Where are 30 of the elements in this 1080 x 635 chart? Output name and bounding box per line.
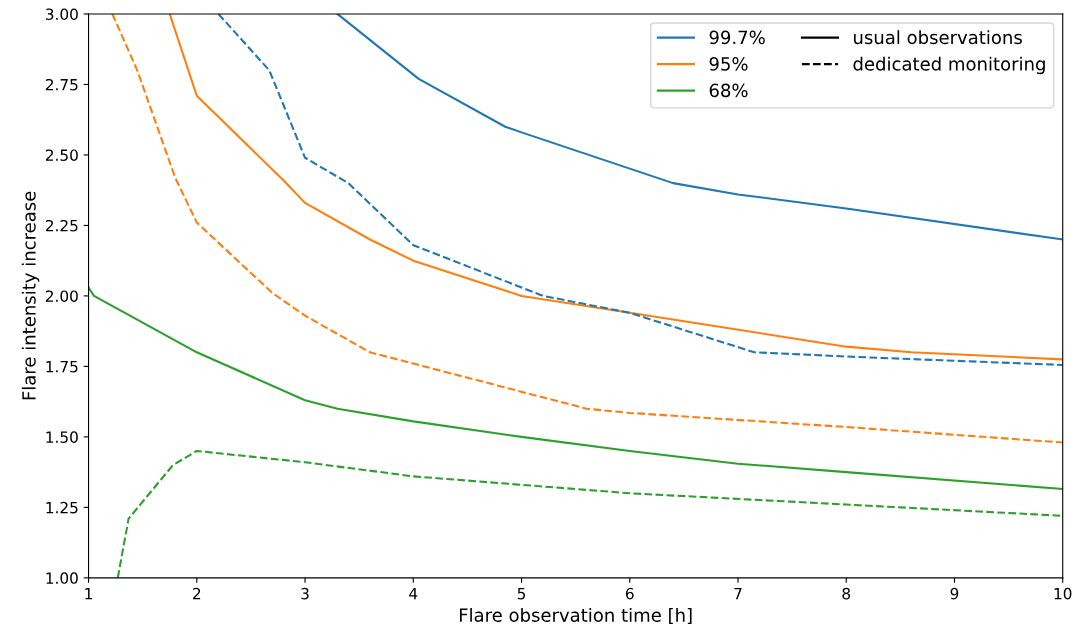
line-series [88, 286, 1063, 491]
x-tick-label: 2 [193, 587, 201, 600]
x-tick-label: 5 [517, 588, 526, 600]
legend-label: 95% [709, 57, 748, 71]
y-tick-label: 2.25 [45, 219, 78, 232]
y-tick-label: 2.50 [45, 149, 78, 161]
y-tick-label: 2.00 [45, 290, 78, 302]
y-tick-label: 1.50 [46, 431, 78, 443]
line-series [336, 13, 1063, 241]
x-tick-label: 10 [1054, 587, 1072, 600]
y-tick-label: 3.00 [45, 8, 78, 20]
x-axis-title: Flare observation time [h] [459, 607, 692, 625]
y-tick-label: 1.25 [46, 501, 78, 514]
legend-label: 99.7% [709, 30, 765, 45]
y-tick-label: 1.00 [46, 572, 78, 584]
line-series [116, 449, 1063, 578]
x-tick-label: 9 [950, 587, 959, 600]
annotation: usual observations [854, 30, 1022, 45]
annotation: dedicated monitoring [853, 56, 1045, 75]
x-tick-label: 7 [734, 588, 742, 600]
y-axis-title: Flare intensity increase [21, 191, 40, 400]
y-tick-label: 2.75 [45, 78, 78, 91]
x-tick-label: 6 [625, 587, 634, 600]
x-tick-label: 1 [85, 588, 93, 600]
y-tick-label: 1.75 [46, 361, 78, 373]
x-tick-label: 8 [842, 587, 851, 600]
legend-label: 68% [709, 83, 748, 98]
x-tick-label: 3 [301, 587, 309, 600]
line-series [111, 13, 1063, 444]
x-tick-label: 4 [409, 588, 418, 600]
